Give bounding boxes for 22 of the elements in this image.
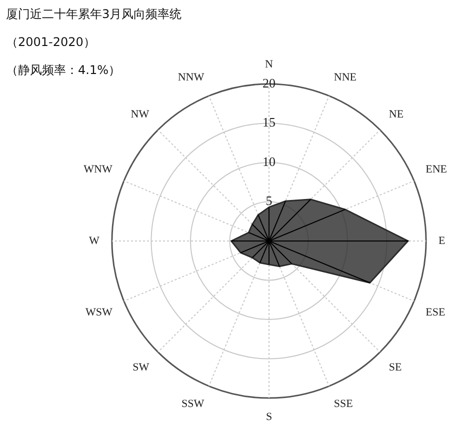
spoke-label: N <box>265 58 274 71</box>
spoke-label: WSW <box>85 306 113 318</box>
spoke-label: NE <box>388 108 404 120</box>
spoke-label: NW <box>130 108 150 120</box>
y-tick-label: 15 <box>262 114 276 130</box>
spoke-label: ENE <box>426 163 448 176</box>
text: （静风频率：4.1%） <box>6 62 120 79</box>
spoke-label: NNE <box>334 72 357 84</box>
spoke-label: SE <box>388 361 402 374</box>
y-tick-label: 10 <box>262 154 276 169</box>
spoke-label: ESE <box>426 306 446 318</box>
spoke-label: WNW <box>84 163 113 176</box>
spoke-label: NNW <box>178 72 205 84</box>
spoke-label: W <box>89 234 100 247</box>
y-tick-label: 5 <box>266 193 272 208</box>
spoke-label: SSE <box>334 398 354 410</box>
spoke-label: S <box>266 411 272 424</box>
spoke-label: E <box>438 234 446 247</box>
spoke-label: SW <box>132 361 150 374</box>
chart-title: 厦门近二十年累年3月风向频率统 <box>6 6 182 23</box>
spoke-label: SSW <box>181 398 205 410</box>
chart-subtitle: （2001-2020） <box>6 34 96 51</box>
